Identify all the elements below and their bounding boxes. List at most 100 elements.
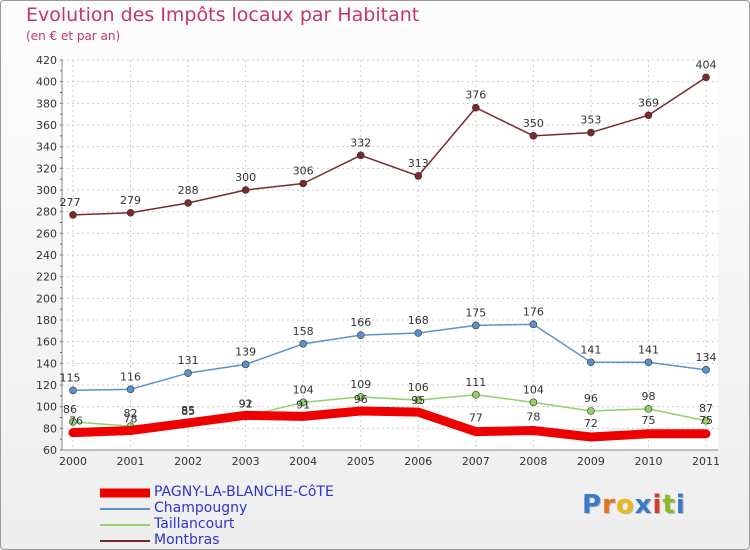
data-point-taillancourt [414, 396, 423, 404]
data-point-taillancourt [299, 398, 307, 407]
series-line-champougny [72, 323, 707, 392]
x-tick-label: 2009 [577, 455, 605, 468]
y-tick-label: 120 [36, 379, 57, 392]
data-point-champougny [126, 385, 135, 394]
series-line-pagny [68, 406, 711, 442]
y-tick-label: 260 [36, 227, 57, 240]
data-label-montbras: 404 [696, 58, 717, 71]
y-tick-label: 280 [36, 206, 57, 219]
data-label-montbras: 277 [60, 196, 81, 209]
data-label-montbras: 350 [523, 117, 544, 130]
data-point-champougny [241, 360, 250, 369]
data-point-champougny [472, 321, 480, 330]
y-tick-label: 360 [36, 119, 57, 132]
data-label-pagny: 92 [239, 397, 253, 410]
data-point-montbras [126, 208, 135, 217]
data-label-champougny: 166 [350, 316, 371, 329]
data-point-montbras [241, 186, 250, 194]
data-label-champougny: 131 [178, 354, 199, 367]
data-label-taillancourt: 109 [350, 378, 371, 391]
data-label-taillancourt: 104 [523, 383, 544, 396]
data-label-pagny: 91 [296, 398, 310, 411]
data-label-champougny: 141 [580, 343, 601, 356]
data-label-pagny: 77 [469, 412, 483, 425]
legend-swatch-pagny [100, 488, 150, 498]
data-label-montbras: 288 [178, 184, 199, 197]
data-label-pagny: 75 [641, 414, 655, 427]
data-point-champougny [587, 358, 595, 367]
data-point-montbras [472, 103, 480, 112]
data-point-taillancourt [702, 416, 710, 425]
data-point-champougny [299, 340, 307, 348]
y-tick-label: 100 [36, 401, 57, 414]
data-label-champougny: 176 [523, 305, 544, 318]
y-tick-label: 60 [43, 444, 57, 457]
logo-letter: t [662, 490, 676, 520]
data-label-taillancourt: 98 [641, 390, 655, 403]
data-label-pagny: 78 [526, 411, 540, 424]
y-tick-label: 400 [36, 76, 57, 89]
data-label-champougny: 139 [235, 345, 256, 358]
x-tick-label: 2003 [232, 455, 260, 468]
y-tick-label: 340 [36, 141, 57, 154]
x-tick-label: 2006 [404, 455, 432, 468]
data-point-montbras [587, 128, 595, 137]
chart-title: Evolution des Impôts locaux par Habitant [26, 4, 420, 26]
data-point-montbras [644, 111, 653, 120]
chart-subtitle: (en € et par an) [26, 29, 121, 43]
data-point-montbras [299, 179, 307, 188]
legend-label-taillancourt: Taillancourt [154, 516, 235, 532]
data-label-montbras: 376 [465, 89, 486, 102]
data-label-champougny: 115 [60, 371, 81, 384]
legend-label-champougny: Champougny [154, 500, 248, 516]
logo-letter: P [582, 490, 603, 520]
data-label-taillancourt: 104 [293, 383, 314, 396]
data-label-taillancourt: 106 [408, 381, 429, 394]
x-tick-label: 2002 [174, 455, 202, 468]
data-label-champougny: 168 [408, 314, 429, 327]
y-tick-label: 420 [36, 54, 57, 67]
logo-letter: i [675, 490, 686, 520]
y-tick-label: 180 [36, 314, 57, 327]
data-label-montbras: 369 [638, 96, 659, 109]
data-label-montbras: 279 [120, 194, 141, 207]
logo-letter: r [602, 490, 616, 520]
data-point-montbras [529, 132, 538, 140]
data-label-taillancourt: 85 [181, 404, 195, 417]
data-point-champougny [529, 320, 538, 329]
data-label-taillancourt: 96 [584, 392, 598, 405]
y-tick-label: 220 [36, 271, 57, 284]
legend-label-montbras: Montbras [154, 532, 220, 548]
data-label-champougny: 134 [696, 351, 717, 364]
data-point-champougny [414, 329, 423, 337]
data-label-champougny: 116 [120, 370, 141, 383]
data-label-pagny: 85 [181, 405, 195, 418]
data-point-taillancourt [472, 390, 480, 399]
data-label-taillancourt: 82 [124, 407, 138, 420]
y-tick-label: 240 [36, 249, 57, 262]
data-point-montbras [356, 151, 365, 160]
x-tick-label: 2007 [462, 455, 490, 468]
legend-swatch-montbras [100, 540, 150, 542]
y-tick-label: 140 [36, 357, 57, 370]
x-tick-label: 2008 [519, 455, 547, 468]
x-tick-label: 2000 [59, 455, 87, 468]
data-label-pagny: 95 [411, 394, 425, 407]
data-label-montbras: 306 [293, 165, 314, 178]
data-label-pagny: 78 [124, 413, 138, 426]
y-tick-label: 160 [36, 336, 57, 349]
logo-letter: i [652, 490, 663, 520]
x-tick-label: 2004 [289, 455, 317, 468]
data-label-montbras: 300 [235, 171, 256, 184]
data-point-champougny [184, 369, 192, 377]
logo-letter: o [615, 490, 635, 520]
data-label-champougny: 141 [638, 343, 659, 356]
data-point-taillancourt [529, 398, 538, 407]
y-tick-label: 380 [36, 97, 57, 110]
y-tick-label: 300 [36, 184, 57, 197]
x-tick-label: 2001 [117, 455, 145, 468]
data-point-taillancourt [356, 393, 365, 401]
y-tick-label: 80 [43, 422, 57, 435]
data-label-pagny: 75 [699, 414, 713, 427]
